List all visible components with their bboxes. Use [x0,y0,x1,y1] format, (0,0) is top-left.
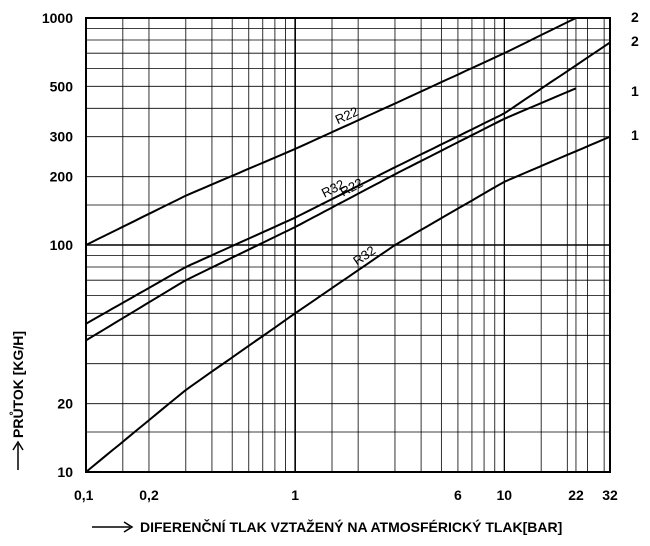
x-tick-label: 0,2 [139,487,159,503]
series-label: R32 [350,243,378,269]
right-edge-label: 1 [631,83,639,99]
x-tick-label: 22 [568,487,584,503]
x-tick-label: 1 [291,487,299,503]
series-label: R22 [337,175,365,199]
right-edge-label: 2 [631,9,639,25]
y-tick-label: 10 [57,464,73,480]
series-line [85,17,577,246]
y-axis-title-group: PRŮTOK [KG/H] [8,331,26,470]
y-tick-label: 20 [57,396,73,412]
right-edge-labels: 2 2 1 1 [631,9,639,143]
x-tick-label: 6 [454,487,462,503]
series [85,17,611,473]
y-tick-label: 1000 [42,10,73,26]
y-tick-label: 100 [50,237,74,253]
right-edge-label: 1 [631,127,639,143]
series-line [85,87,577,342]
x-tick-label: 0,1 [74,487,94,503]
y-tick-label: 300 [50,129,74,145]
series-line [85,135,611,473]
x-tick-label: 32 [602,487,618,503]
x-axis-title-group: DIFERENČNÍ TLAK VZTAŽENÝ NA ATMOSFÉRICKÝ… [92,518,562,535]
series-line [85,41,611,325]
x-axis-title: DIFERENČNÍ TLAK VZTAŽENÝ NA ATMOSFÉRICKÝ… [140,518,562,535]
y-axis-arrow-head [12,440,24,451]
plot-frame [85,17,611,473]
x-tick-label: 10 [497,487,513,503]
right-edge-label: 2 [631,33,639,49]
y-tick-label: 500 [50,78,74,94]
series-label: R22 [333,104,361,128]
x-axis-arrow-head [123,521,134,533]
y-axis-title: PRŮTOK [KG/H] [8,331,26,438]
y-tick-labels: 10 20 100 200 300 500 1000 [42,10,73,480]
x-tick-labels: 0,1 0,2 1 6 10 22 32 [74,487,618,503]
y-tick-label: 200 [50,169,74,185]
